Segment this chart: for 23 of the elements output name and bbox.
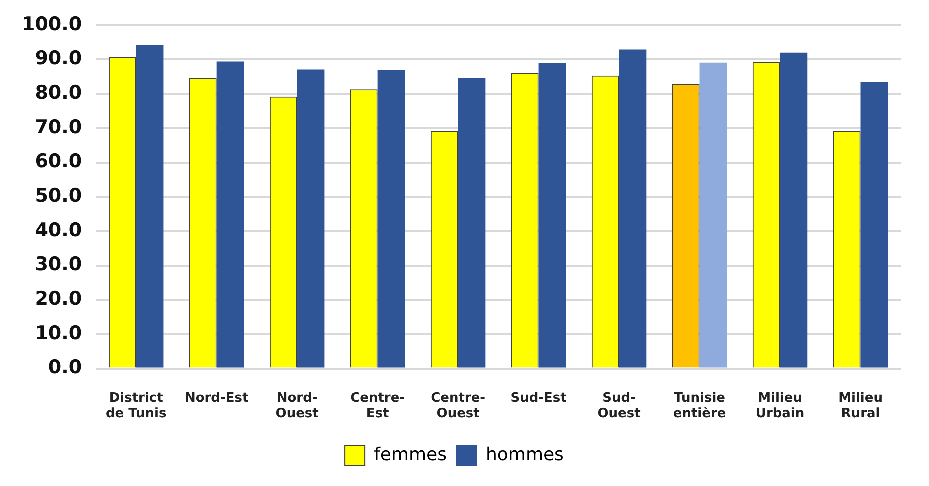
y-tick-label: 90.0 [35, 48, 82, 70]
legend-label: femmes [374, 444, 447, 466]
x-tick-label: Centre-Est [350, 390, 406, 422]
y-tick-label: 100.0 [22, 13, 82, 36]
x-tick-label: Tunisie entière [673, 390, 726, 422]
x-tick-label: Milieu Rural [838, 390, 883, 422]
y-tick-label: 30.0 [35, 254, 82, 276]
x-tick-label: Sud-Ouest [598, 390, 641, 422]
x-tick-label: Centre-Ouest [431, 390, 486, 422]
y-tick-label: 10.0 [35, 322, 82, 344]
y-tick-label: 40.0 [35, 219, 82, 242]
x-tick-label: Nord-Ouest [276, 390, 319, 422]
x-tick-label: Nord-Est [184, 390, 249, 406]
legend-label: hommes [486, 444, 564, 466]
y-tick-label: 60.0 [35, 150, 82, 173]
y-tick-label: 50.0 [35, 185, 82, 208]
y-tick-label: 70.0 [35, 116, 82, 138]
x-tick-label: Milieu Urbain [756, 390, 805, 422]
y-tick-label: 80.0 [35, 82, 82, 104]
x-tick-label: Sud-Est [510, 390, 567, 406]
x-tick-label: District de Tunis [106, 390, 167, 422]
y-tick-label: 0.0 [48, 356, 82, 379]
y-tick-label: 20.0 [35, 288, 82, 310]
